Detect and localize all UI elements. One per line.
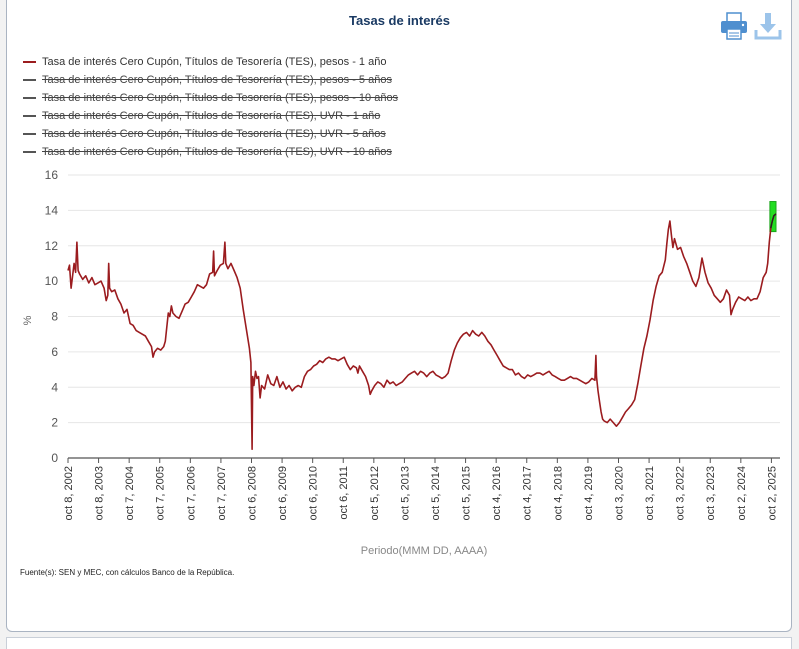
series-line	[67, 213, 777, 450]
x-tick-label: oct 5, 2014	[430, 466, 442, 520]
legend-label: Tasa de interés Cero Cupón, Títulos de T…	[42, 92, 399, 104]
x-tick-label: oct 4, 2017	[522, 466, 534, 520]
print-button[interactable]	[718, 10, 750, 42]
y-axis-title: %	[22, 315, 34, 325]
x-tick-label: oct 5, 2012	[369, 466, 381, 520]
y-tick-label: 2	[51, 416, 58, 430]
y-tick-label: 8	[51, 310, 58, 324]
legend-swatch	[23, 133, 36, 135]
highlight-series-segment	[770, 213, 777, 229]
chart-legend: Tasa de interés Cero Cupón, Títulos de T…	[23, 53, 398, 161]
legend-swatch	[23, 151, 36, 153]
chart-title: Tasas de interés	[349, 13, 450, 28]
y-tick-label: 10	[45, 274, 59, 288]
x-tick-label: oct 3, 2023	[705, 466, 717, 520]
x-tick-label: oct 7, 2005	[155, 466, 167, 520]
x-tick-label: oct 6, 2010	[308, 466, 320, 520]
legend-label: Tasa de interés Cero Cupón, Títulos de T…	[42, 110, 381, 122]
x-tick-label: oct 4, 2016	[491, 466, 503, 520]
legend-item[interactable]: Tasa de interés Cero Cupón, Títulos de T…	[23, 53, 398, 71]
y-tick-label: 14	[45, 203, 59, 217]
y-tick-label: 0	[51, 451, 58, 465]
source-note: Fuente(s): SEN y MEC, con cálculos Banco…	[20, 568, 235, 577]
x-tick-label: oct 3, 2021	[644, 466, 656, 520]
x-tick-label: oct 8, 2003	[94, 466, 106, 520]
legend-label: Tasa de interés Cero Cupón, Títulos de T…	[42, 74, 392, 86]
legend-swatch	[23, 115, 36, 117]
x-tick-label: oct 4, 2018	[552, 466, 564, 520]
x-axis-title: Periodo(MMM DD, AAAA)	[361, 545, 488, 557]
x-tick-label: oct 3, 2022	[675, 466, 687, 520]
x-tick-label: oct 6, 2011	[338, 466, 350, 520]
legend-swatch	[23, 79, 36, 81]
download-button[interactable]	[752, 10, 784, 42]
y-tick-label: 4	[51, 380, 58, 394]
legend-swatch	[23, 61, 36, 63]
x-tick-label: oct 2, 2024	[736, 466, 748, 520]
x-tick-label: oct 4, 2019	[583, 466, 595, 520]
printer-icon	[721, 12, 747, 40]
x-tick-label: oct 3, 2020	[613, 466, 625, 520]
legend-label: Tasa de interés Cero Cupón, Títulos de T…	[42, 146, 392, 158]
x-tick-label: oct 7, 2006	[185, 466, 197, 520]
legend-label: Tasa de interés Cero Cupón, Títulos de T…	[42, 56, 387, 68]
legend-item[interactable]: Tasa de interés Cero Cupón, Títulos de T…	[23, 125, 398, 143]
line-chart: 0 2 4 6 8 10 12 14 16 oct 8, 2002 oct 8, 2003 oct 7…	[22, 168, 780, 557]
legend-item[interactable]: Tasa de interés Cero Cupón, Títulos de T…	[23, 89, 398, 107]
y-tick-label: 6	[51, 345, 58, 359]
x-tick-label: oct 6, 2008	[246, 466, 258, 520]
legend-item[interactable]: Tasa de interés Cero Cupón, Títulos de T…	[23, 71, 398, 89]
download-icon	[754, 13, 782, 40]
x-tick-label: oct 7, 2007	[216, 466, 228, 520]
x-tick-label: oct 7, 2004	[124, 466, 136, 520]
legend-swatch	[23, 97, 36, 99]
x-tick-label: oct 2, 2025	[766, 466, 778, 520]
x-tick-label: oct 5, 2013	[399, 466, 411, 520]
x-tick-label: oct 6, 2009	[277, 466, 289, 520]
legend-item[interactable]: Tasa de interés Cero Cupón, Títulos de T…	[23, 107, 398, 125]
next-panel-edge	[6, 637, 792, 649]
y-tick-label: 12	[45, 239, 59, 253]
legend-item[interactable]: Tasa de interés Cero Cupón, Títulos de T…	[23, 143, 398, 161]
legend-label: Tasa de interés Cero Cupón, Títulos de T…	[42, 128, 386, 140]
x-tick-label: oct 8, 2002	[63, 466, 75, 520]
y-tick-label: 16	[45, 168, 59, 182]
x-tick-label: oct 5, 2015	[461, 466, 473, 520]
